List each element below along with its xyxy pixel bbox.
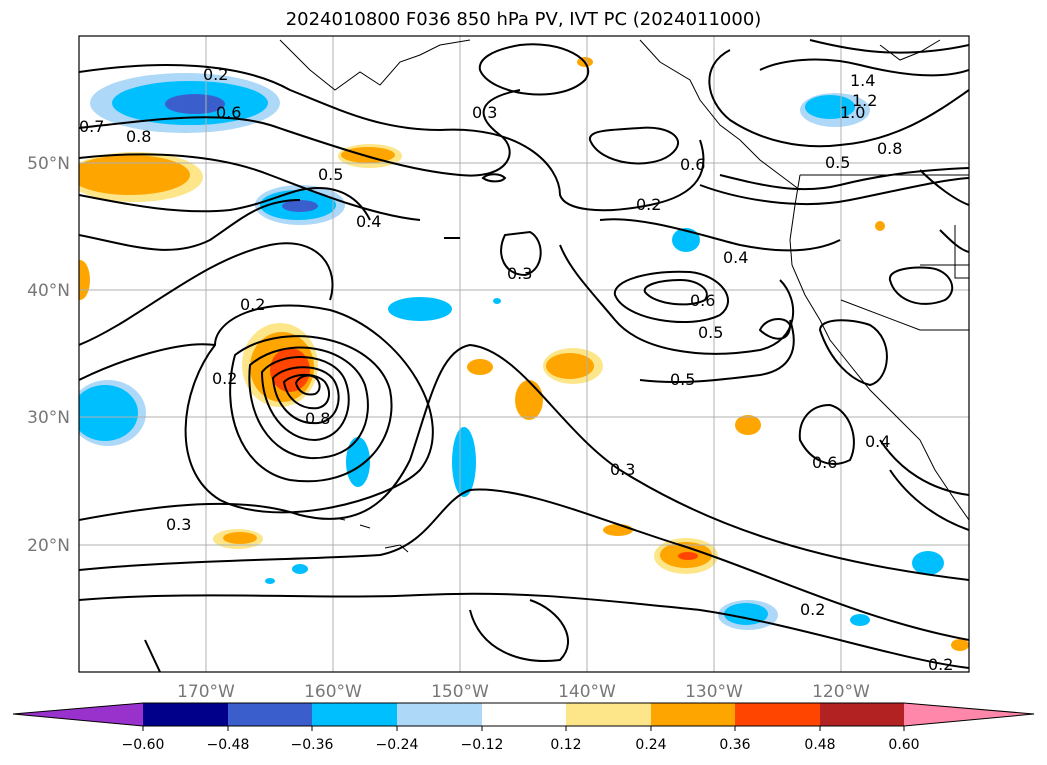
positive-anomalies [79, 57, 969, 651]
lat-tick: 30°N [27, 408, 70, 428]
pv-shading [79, 57, 969, 651]
negative-anomalies [79, 73, 944, 630]
contour-label: 0.8 [305, 409, 330, 428]
colorbar-extend-high [904, 703, 1034, 726]
colorbar: −0.60 −0.48 −0.36 −0.24 −0.12 0.12 0.24 … [12, 702, 1035, 753]
colorbar-tick-label: 0.12 [550, 737, 581, 753]
lon-ticks: 170°W 160°W 150°W 140°W 130°W 120°W [177, 682, 870, 702]
contour-label: 0.2 [212, 369, 237, 388]
colorbar-segment [482, 703, 566, 726]
contour-label: 1.2 [852, 91, 877, 110]
contour-label: 0.4 [865, 432, 890, 451]
contour-label: 0.3 [166, 515, 191, 534]
contour-label: 1.0 [840, 103, 865, 122]
contour-label: 0.5 [318, 165, 343, 184]
colorbar-segment [735, 703, 820, 726]
map-title: 2024010800 F036 850 hPa PV, IVT PC (2024… [285, 9, 762, 30]
plot-frame [78, 35, 970, 673]
contour-labels: 0.2 0.6 0.7 0.8 0.3 0.4 0.5 1.4 1.0 1.2 … [79, 65, 953, 674]
colorbar-segment [312, 703, 397, 726]
colorbar-tick-label: 0.60 [888, 737, 919, 753]
colorbar-tick-label: 0.48 [804, 737, 835, 753]
contour-label: 0.3 [610, 460, 635, 479]
contour-label: 0.8 [126, 127, 151, 146]
pv-contours [79, 39, 969, 672]
colorbar-tick-label: −0.24 [376, 737, 419, 753]
lat-tick: 40°N [27, 281, 70, 301]
colorbar-tick-label: −0.12 [461, 737, 504, 753]
contour-label: 0.4 [356, 212, 381, 231]
colorbar-tick-label: 0.36 [719, 737, 750, 753]
lat-tick: 20°N [27, 536, 70, 556]
contour-label: 0.2 [636, 195, 661, 214]
colorbar-extend-low [13, 703, 143, 726]
contour-label: 0.4 [723, 248, 748, 267]
coastlines [279, 39, 969, 553]
contour-label: 1.4 [850, 71, 875, 90]
lon-tick: 160°W [304, 682, 362, 702]
contour-label: 0.2 [928, 655, 953, 674]
colorbar-tick-label: −0.36 [291, 737, 334, 753]
colorbar-tick-marks [142, 726, 905, 731]
contour-label: 0.5 [825, 153, 850, 172]
colorbar-tick-label: −0.60 [122, 737, 165, 753]
lon-tick: 120°W [812, 682, 870, 702]
contour-label: 0.6 [216, 103, 241, 122]
contour-label: 0.7 [79, 117, 104, 136]
contour-label: 0.3 [507, 264, 532, 283]
contour-label: 0.2 [203, 65, 228, 84]
colorbar-segment [651, 703, 735, 726]
contour-label: 0.3 [472, 103, 497, 122]
colorbar-segment [228, 703, 312, 726]
colorbar-tick-label: 0.24 [635, 737, 666, 753]
colorbar-segment [566, 703, 651, 726]
colorbar-segment [397, 703, 482, 726]
contour-label: 0.5 [698, 323, 723, 342]
contour-label: 0.6 [812, 453, 837, 472]
contour-label: 0.2 [800, 600, 825, 619]
contour-label: 0.6 [680, 155, 705, 174]
colorbar-segment [143, 703, 228, 726]
lon-tick: 130°W [685, 682, 743, 702]
lat-ticks: 50°N 40°N 30°N 20°N [27, 154, 70, 556]
colorbar-segment [820, 703, 904, 726]
lat-tick: 50°N [27, 154, 70, 174]
contour-label: 0.8 [877, 139, 902, 158]
lon-tick: 150°W [431, 682, 489, 702]
contour-label: 0.6 [690, 291, 715, 310]
colorbar-tick-label: −0.48 [207, 737, 250, 753]
contour-label: 0.2 [240, 295, 265, 314]
contour-label: 0.5 [670, 370, 695, 389]
lon-tick: 140°W [558, 682, 616, 702]
lon-tick: 170°W [177, 682, 235, 702]
